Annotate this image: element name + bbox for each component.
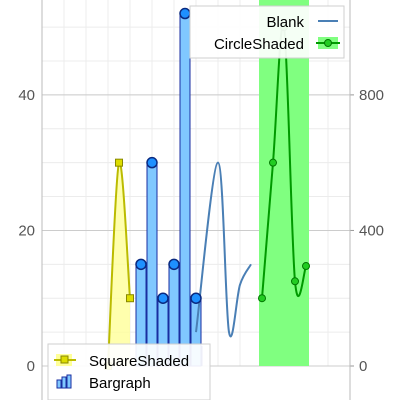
legend-bottom-left: SquareShaded Bargraph bbox=[47, 343, 211, 400]
shaded-regions bbox=[108, 0, 309, 366]
series-shade bbox=[259, 0, 309, 366]
bar-marker bbox=[190, 292, 202, 304]
legend-frame bbox=[47, 343, 211, 400]
series-marker bbox=[302, 262, 310, 271]
series-marker bbox=[258, 294, 266, 303]
series-line bbox=[195, 161, 252, 338]
bar bbox=[179, 13, 191, 367]
bar-marker bbox=[179, 7, 191, 20]
legend-label-squareshaded: SquareShaded bbox=[89, 353, 189, 370]
series-marker bbox=[115, 158, 123, 167]
series-marker bbox=[126, 294, 134, 303]
legend-label-bargraph: Bargraph bbox=[89, 375, 151, 392]
y-right-tick-label: 400 bbox=[359, 222, 384, 239]
bar bbox=[146, 162, 158, 367]
legend-label-circleshaded: CircleShaded bbox=[214, 36, 304, 53]
y-left-tick-label: 40 bbox=[18, 87, 35, 104]
y-left-tick-label: 0 bbox=[27, 358, 35, 375]
y-left-tick-label: 20 bbox=[18, 222, 35, 239]
shaded-circle-line-icon bbox=[316, 37, 340, 49]
legend-top-right: Blank CircleShaded bbox=[189, 5, 345, 59]
y-right-tick-label: 800 bbox=[359, 87, 384, 104]
bar-chart-icon bbox=[56, 374, 72, 389]
bar-marker bbox=[146, 156, 158, 169]
bar-marker bbox=[135, 258, 147, 271]
series-marker bbox=[291, 277, 299, 286]
series-markers bbox=[104, 7, 310, 370]
series-marker bbox=[269, 158, 277, 167]
y-right-tick-label: 0 bbox=[359, 358, 367, 375]
legend-label-blank: Blank bbox=[266, 14, 304, 31]
legend-frame bbox=[189, 5, 345, 59]
bar-marker bbox=[168, 258, 180, 271]
bar-marker bbox=[157, 292, 169, 304]
shaded-square-line-icon bbox=[54, 354, 76, 366]
